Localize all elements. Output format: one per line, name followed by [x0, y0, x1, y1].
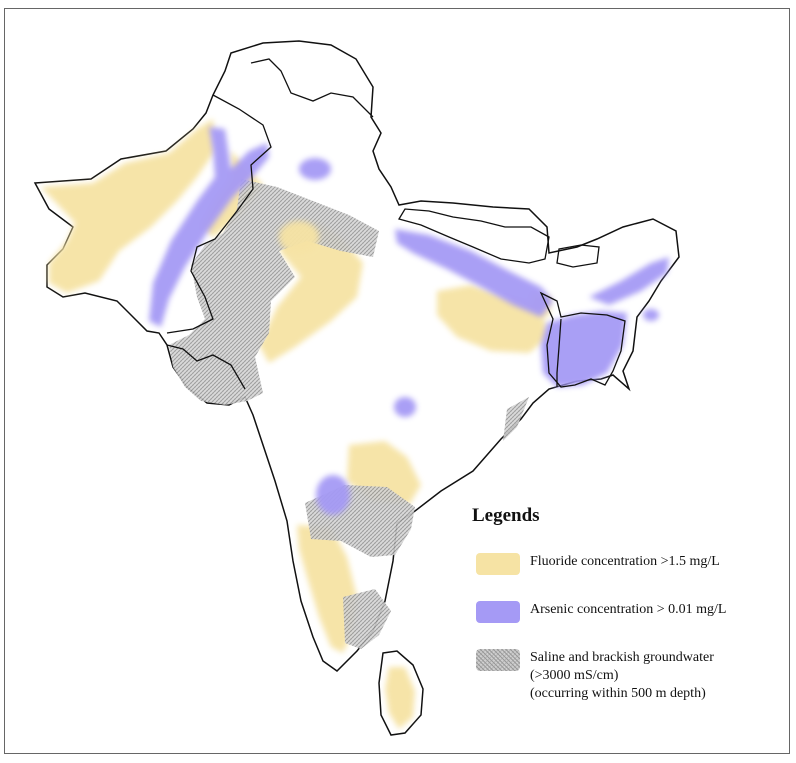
arsenic-zone-manipur: [643, 309, 659, 321]
legend-title: Legends: [472, 505, 540, 526]
gujarat-coast: [166, 344, 246, 390]
fluoride-label: Fluoride concentration >1.5 mg/L: [530, 554, 720, 569]
kashmir-border: [250, 58, 374, 118]
fluoride-overlays: [279, 221, 319, 253]
arsenic-zones: [149, 127, 669, 515]
bangladesh-border: [539, 291, 626, 388]
legend-item-saline: Saline and brackish groundwater (>3000 m…: [472, 649, 714, 709]
arsenic-zone-indus: [149, 127, 269, 327]
borders: [166, 58, 626, 390]
fluoride-zone-south: [297, 525, 357, 653]
saline-zone-northwest: [169, 179, 379, 405]
bangladesh-inner-line: [556, 318, 562, 387]
legend: Legends Fluoride concentration >1.5 mg/L…: [472, 505, 726, 727]
fluoride-swatch: [476, 553, 520, 575]
arsenic-zone-ganges: [395, 229, 553, 317]
saline-zone-east-coast: [503, 397, 529, 441]
arsenic-zone-assam: [589, 257, 669, 305]
saline-label: Saline and brackish groundwater (>3000 m…: [530, 649, 714, 703]
fluoride-zone-rajasthan-spot: [279, 221, 319, 253]
saline-label-line-1: Saline and brackish groundwater: [530, 650, 714, 665]
arsenic-swatch: [476, 601, 520, 623]
saline-swatch: [476, 649, 520, 671]
south-asia-map: [33, 40, 680, 736]
arsenic-zone-central: [394, 397, 416, 417]
legend-item-fluoride: Fluoride concentration >1.5 mg/L: [472, 553, 720, 583]
fluoride-zone-sri-lanka: [385, 667, 415, 729]
nepal-border: [398, 208, 550, 264]
map-frame: [4, 8, 790, 754]
fluoride-zone-rajasthan: [259, 221, 363, 363]
saline-zone-south: [343, 589, 391, 649]
saline-label-line-2: (>3000 mS/cm): [530, 668, 619, 683]
saline-label-line-3: (occurring within 500 m depth): [530, 686, 706, 701]
fluoride-zone-west: [41, 119, 215, 293]
arsenic-zone-bengal: [541, 311, 627, 387]
pakistan-india-border: [166, 94, 272, 334]
arsenic-label: Arsenic concentration > 0.01 mg/L: [530, 602, 727, 617]
arsenic-zone-deccan: [316, 475, 350, 515]
arsenic-zone-punjab: [299, 158, 331, 180]
legend-item-arsenic: Arsenic concentration > 0.01 mg/L: [472, 601, 726, 631]
bhutan-border: [556, 244, 600, 268]
